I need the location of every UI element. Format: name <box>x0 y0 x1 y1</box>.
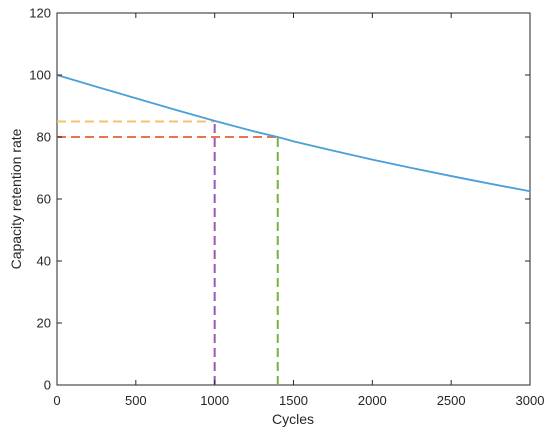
x-axis-label: Cycles <box>272 411 314 427</box>
tick-labels-group: 0 500 1000 1500 2000 2500 3000 0 20 40 60 80 100 120 <box>29 6 544 409</box>
y-axis-label: Capacity retention rate <box>8 128 24 269</box>
x-tick-label: 1500 <box>279 393 308 408</box>
y-tick-label: 20 <box>37 316 51 331</box>
y-tick-label: 60 <box>37 192 51 207</box>
x-tick-label: 500 <box>125 393 147 408</box>
y-tick-label: 80 <box>37 130 51 145</box>
y-tick-label: 40 <box>37 254 51 269</box>
series-group <box>56 74 531 193</box>
y-tick-label: 0 <box>44 378 51 393</box>
x-tick-label: 1000 <box>200 393 229 408</box>
y-tick-label: 120 <box>29 6 51 21</box>
x-tick-label: 0 <box>53 393 60 408</box>
x-tick-label: 2000 <box>358 393 387 408</box>
series-line-0 <box>56 74 531 193</box>
plot-area <box>56 12 531 386</box>
reference-lines <box>57 120 279 385</box>
y-tick-label: 100 <box>29 68 51 83</box>
x-tick-label: 2500 <box>437 393 466 408</box>
tick-group <box>56 12 531 386</box>
x-tick-label: 3000 <box>516 393 545 408</box>
